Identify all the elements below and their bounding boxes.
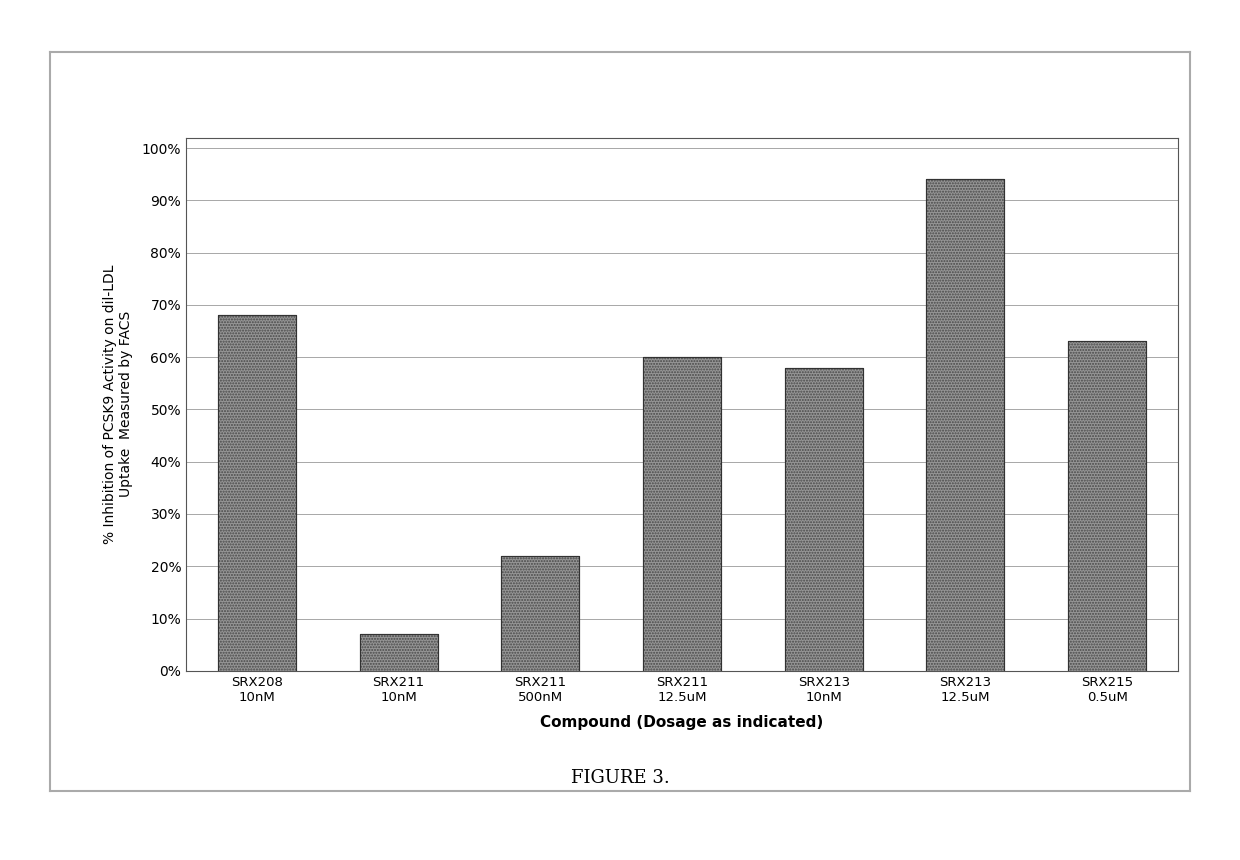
Text: FIGURE 3.: FIGURE 3.: [570, 770, 670, 787]
Bar: [218, 316, 296, 671]
Bar: [926, 180, 1004, 671]
Bar: [1068, 341, 1146, 671]
Bar: [1068, 341, 1146, 671]
Bar: [360, 634, 438, 671]
Bar: [785, 367, 863, 671]
Bar: [644, 357, 720, 671]
Bar: [218, 316, 296, 671]
Bar: [360, 634, 438, 671]
Bar: [785, 367, 863, 671]
Bar: [501, 556, 579, 671]
Bar: [644, 357, 720, 671]
X-axis label: Compound (Dosage as indicated): Compound (Dosage as indicated): [541, 715, 823, 730]
Bar: [501, 556, 579, 671]
Bar: [926, 180, 1004, 671]
Y-axis label: % Inhibition of PCSK9 Activity on dil-LDL
Uptake  Measured by FACS: % Inhibition of PCSK9 Activity on dil-LD…: [103, 265, 134, 544]
